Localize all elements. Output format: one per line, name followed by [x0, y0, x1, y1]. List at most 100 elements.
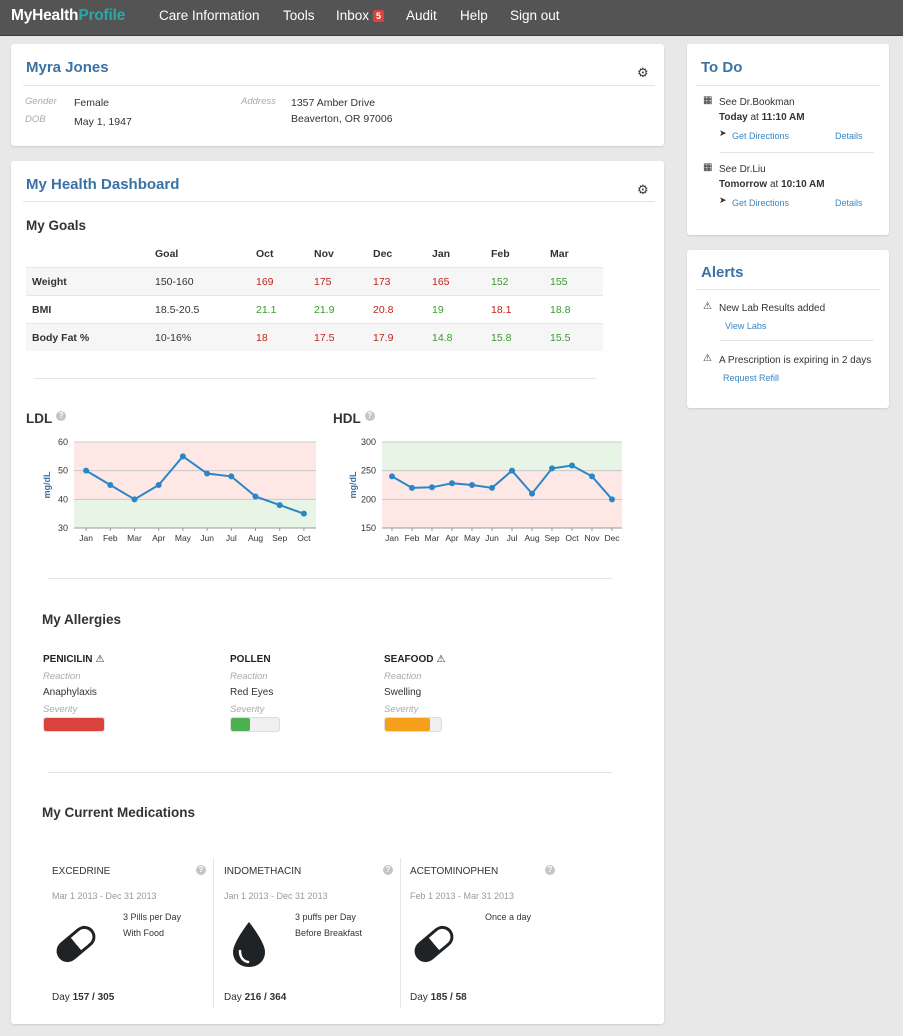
- details-link[interactable]: Details: [835, 131, 863, 141]
- y-tick-label: 40: [58, 494, 68, 504]
- goal-value: 18: [256, 332, 268, 344]
- goal-value: 175: [314, 276, 332, 288]
- goals-header-month: Oct: [256, 248, 274, 260]
- pill-icon: [56, 925, 96, 963]
- day-label: Day: [410, 992, 428, 1003]
- calendar-icon: ▦: [703, 95, 713, 106]
- goals-title: My Goals: [26, 218, 87, 233]
- todo-at: at: [750, 112, 759, 123]
- goals-header-month: Jan: [432, 248, 451, 260]
- goal-value: 19: [432, 304, 444, 316]
- data-point[interactable]: [131, 496, 138, 503]
- goals-header-month: Dec: [373, 248, 393, 260]
- nav-tools[interactable]: Tools: [283, 8, 315, 23]
- goal-value: 17.5: [314, 332, 335, 344]
- x-tick-label: May: [175, 533, 192, 543]
- patient-name: Myra Jones: [26, 59, 109, 76]
- help-icon[interactable]: ?: [383, 865, 393, 875]
- y-tick-label: 300: [361, 437, 376, 447]
- nav-help[interactable]: Help: [460, 8, 488, 23]
- divider: [34, 378, 596, 379]
- medication-dates: Mar 1 2013 - Dec 31 2013: [52, 891, 157, 901]
- calendar-icon: ▦: [703, 162, 713, 173]
- data-point[interactable]: [589, 473, 595, 480]
- data-point[interactable]: [204, 470, 211, 477]
- allergy-name: SEAFOOD ⚠: [384, 654, 445, 665]
- dob-label: DOB: [25, 114, 46, 125]
- todo-title: To Do: [701, 59, 743, 76]
- todo-time-value: 10:10 AM: [781, 179, 825, 190]
- todo-when: Today: [719, 112, 748, 123]
- x-tick-label: Oct: [565, 533, 579, 543]
- data-point[interactable]: [83, 467, 90, 474]
- severity-bar: [43, 717, 105, 732]
- brand-logo[interactable]: MyHealthProfile: [11, 7, 125, 25]
- data-point[interactable]: [179, 453, 186, 460]
- data-point[interactable]: [549, 465, 555, 472]
- severity-label: Severity: [230, 704, 265, 715]
- data-point[interactable]: [469, 482, 475, 488]
- data-point[interactable]: [509, 467, 515, 474]
- data-point[interactable]: [252, 493, 259, 500]
- nav-care-information[interactable]: Care Information: [159, 8, 260, 23]
- data-point[interactable]: [409, 484, 415, 491]
- severity-bar: [230, 717, 280, 732]
- alert-link[interactable]: View Labs: [725, 321, 767, 331]
- get-directions-link[interactable]: Get Directions: [732, 131, 790, 141]
- nav-inbox[interactable]: Inbox 5: [336, 8, 385, 23]
- nav-audit[interactable]: Audit: [406, 8, 437, 23]
- help-icon[interactable]: ?: [56, 411, 67, 421]
- y-axis-label: mg/dL: [348, 471, 358, 498]
- data-point[interactable]: [569, 462, 575, 469]
- x-tick-label: Feb: [405, 533, 420, 543]
- x-tick-label: Jun: [200, 533, 214, 543]
- data-point[interactable]: [489, 484, 495, 491]
- data-point[interactable]: [276, 502, 283, 509]
- divider: [720, 152, 874, 153]
- x-tick-label: Aug: [524, 533, 539, 543]
- x-tick-label: Nov: [584, 533, 600, 543]
- reaction-value: Red Eyes: [230, 687, 274, 698]
- details-link[interactable]: Details: [835, 198, 863, 208]
- x-tick-label: Jan: [385, 533, 399, 543]
- get-directions-link[interactable]: Get Directions: [732, 198, 790, 208]
- x-tick-label: Aug: [248, 533, 263, 543]
- medication-instruction: Once a day: [485, 912, 532, 922]
- severity-label: Severity: [43, 704, 78, 715]
- gear-icon[interactable]: ⚙: [637, 182, 649, 197]
- todo-item-title: See Dr.Liu: [719, 164, 766, 175]
- goal-value: 15.8: [491, 332, 512, 344]
- goal-value: 155: [550, 276, 568, 288]
- data-point[interactable]: [609, 496, 615, 503]
- severity-bar: [384, 717, 442, 732]
- goals-header-goal: Goal: [155, 248, 179, 260]
- divider: [213, 858, 214, 1008]
- reaction-label: Reaction: [384, 671, 422, 682]
- alert-link[interactable]: Request Refill: [723, 373, 780, 383]
- help-icon[interactable]: ?: [364, 411, 375, 421]
- pill-icon: [414, 925, 454, 963]
- data-point[interactable]: [449, 480, 455, 487]
- data-point[interactable]: [155, 482, 162, 488]
- alert-text: A Prescription is expiring in 2 days: [719, 355, 872, 366]
- x-tick-label: Apr: [445, 533, 458, 543]
- alerts-panel: Alerts: [687, 250, 889, 408]
- data-point[interactable]: [107, 482, 114, 488]
- medication-name: ACETOMINOPHEN: [410, 866, 499, 877]
- x-tick-label: Oct: [297, 533, 311, 543]
- data-point[interactable]: [389, 473, 395, 480]
- warning-icon: ⚠: [703, 353, 712, 364]
- data-point[interactable]: [529, 490, 535, 497]
- data-point[interactable]: [228, 473, 235, 480]
- data-point[interactable]: [300, 510, 307, 517]
- help-icon[interactable]: ?: [196, 865, 206, 875]
- help-icon[interactable]: ?: [545, 865, 555, 875]
- divider: [48, 578, 612, 579]
- goals-header-month: Mar: [550, 248, 569, 260]
- address-line2: Beaverton, OR 97006: [291, 113, 393, 125]
- nav-sign-out[interactable]: Sign out: [510, 8, 560, 23]
- gear-icon[interactable]: ⚙: [637, 65, 649, 80]
- severity-fill: [44, 718, 104, 731]
- reaction-value: Anaphylaxis: [43, 687, 97, 698]
- data-point[interactable]: [429, 484, 435, 491]
